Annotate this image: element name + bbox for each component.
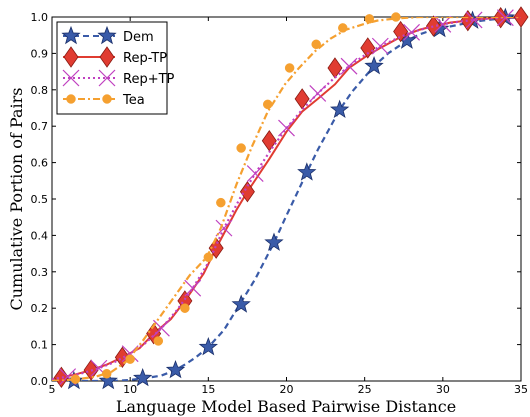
data-point-rep-tp [153,319,170,337]
data-point-rep-tp [425,15,441,37]
y-tick-label: 0.6 [31,157,49,170]
data-point-rep-tp [309,85,327,102]
data-point-dem [364,55,384,75]
x-tick-label: 10 [123,383,137,396]
data-point-tea [391,12,401,22]
x-tick-label: 30 [436,383,450,396]
data-point-rep-tp [184,279,202,297]
data-point-rep-tp [53,366,69,389]
y-tick-label: 0.3 [31,266,49,279]
series-markers-tea [70,12,401,384]
legend-label: Tea [122,93,145,108]
data-point-rep-tp [261,130,277,152]
data-point-rep-tp [327,57,343,79]
legend-marker [66,94,76,104]
data-point-tea [180,303,190,313]
legend-marker [99,46,115,68]
legend-label: Dem [123,30,154,45]
x-axis-label: Language Model Based Pairwise Distance [116,397,456,416]
legend-marker [62,69,80,87]
data-point-dem [297,162,317,181]
data-point-rep-tp [403,23,420,41]
legend-entry-rep-tp: Rep-TP [63,46,167,68]
legend-marker [97,25,117,45]
legend-entry-rep-tp: Rep+TP [62,69,175,87]
legend-marker [102,94,112,104]
legend-marker [61,25,81,45]
data-point-rep-tp [114,346,130,369]
y-tick-label: 1.0 [31,11,49,24]
y-tick-label: 0.9 [31,47,49,60]
data-point-rep-tp [360,37,376,59]
legend-label: Rep+TP [123,72,175,87]
y-axis-label: Cumulative Portion of Pairs [7,88,26,311]
series-tea [52,17,521,381]
x-tick-label: 35 [514,383,528,396]
data-point-rep-tp [371,37,389,55]
y-tick-label: 0.1 [31,339,49,352]
data-point-dem [264,232,284,251]
data-point-dem [98,370,118,390]
data-point-tea [338,23,348,33]
data-point-tea [70,374,81,384]
data-point-tea [216,197,226,208]
data-point-rep-tp [434,15,452,33]
data-point-dem [330,99,350,119]
data-point-dem [231,294,251,313]
series-line-tea [52,17,521,381]
data-point-rep-tp [340,57,358,75]
y-tick-label: 0.2 [31,302,49,315]
legend-marker [63,46,79,68]
data-point-rep-tp [496,9,514,27]
data-point-rep-tp [393,20,409,43]
data-point-tea [153,336,164,346]
series-dem [52,17,521,381]
data-point-tea [311,39,321,50]
data-point-rep-tp [215,219,233,237]
data-point-tea [236,143,246,153]
y-tick-label: 0.7 [31,120,49,133]
data-point-dem [165,359,186,379]
data-point-tea [262,99,273,110]
data-point-dem [198,337,218,356]
y-tick-label: 0.0 [31,375,49,388]
data-point-rep-tp [246,165,264,182]
legend-marker [98,69,116,87]
y-tick-label: 0.8 [31,84,49,97]
legend-entry-dem: Dem [61,25,154,45]
y-tick-label: 0.5 [31,193,49,206]
data-point-tea [125,354,135,364]
data-point-rep-tp [465,11,483,29]
data-point-rep-tp [239,181,255,203]
x-tick-label: 5 [49,383,56,396]
data-point-tea [284,63,295,73]
data-point-tea [364,14,375,24]
data-point-tea [101,368,112,379]
x-tick-label: 15 [201,383,215,396]
x-tick-label: 25 [358,383,372,396]
series-line-dem [52,17,521,381]
data-point-dem [133,367,153,387]
legend-entry-tea: Tea [63,93,145,108]
x-tick-label: 20 [280,383,294,396]
legend-label: Rep-TP [123,51,167,66]
y-tick-label: 0.4 [31,229,49,242]
data-point-rep-tp [278,119,295,137]
data-point-rep-tp [294,88,310,110]
data-point-tea [203,252,214,262]
